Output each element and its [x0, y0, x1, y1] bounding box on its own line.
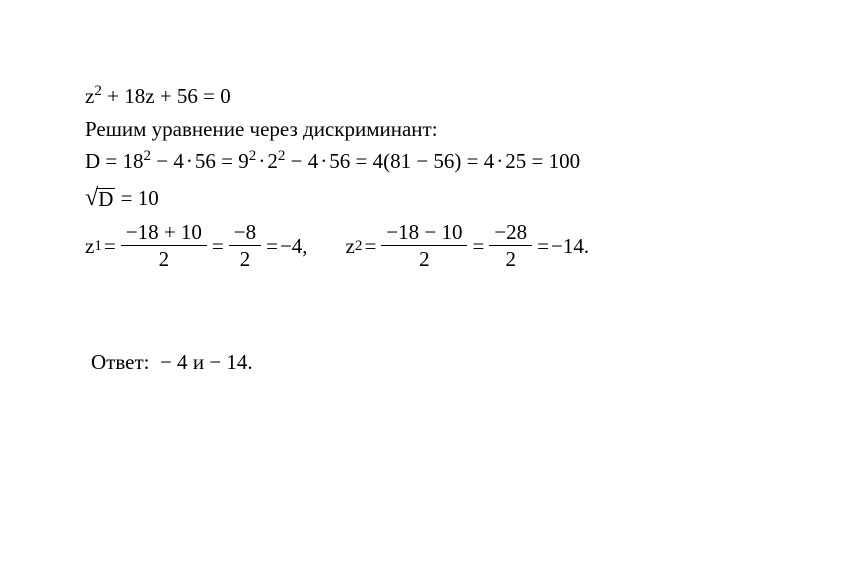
- period2: .: [247, 350, 252, 374]
- disc-four: 4: [173, 149, 184, 173]
- inner-sub: 81 − 56: [390, 149, 454, 173]
- op-eq: =: [221, 149, 233, 173]
- op-eq: =: [105, 149, 117, 173]
- z2-num1: −18 − 10: [381, 220, 467, 246]
- op-minus: −: [156, 149, 168, 173]
- coef-c: 56: [177, 84, 198, 108]
- op-dot: ·: [318, 149, 329, 173]
- z2-frac2: −28 2: [489, 220, 532, 271]
- roots-line: z1 = −18 + 10 2 = −8 2 = −4, z2 = −18 − …: [85, 220, 757, 271]
- sqrt-line: √ D = 10: [85, 182, 757, 215]
- z1-frac2: −8 2: [229, 220, 261, 271]
- z2-label: z: [346, 230, 355, 263]
- answer-val2: − 14: [209, 350, 247, 374]
- op-eq: =: [121, 186, 133, 210]
- z2-den2: 2: [489, 246, 532, 271]
- op-minus: −: [291, 149, 303, 173]
- op-eq: =: [362, 230, 378, 263]
- z1-val: −4: [280, 230, 302, 263]
- op-dot: ·: [184, 149, 195, 173]
- z2-frac1: −18 − 10 2: [381, 220, 467, 271]
- var-z: z: [85, 84, 94, 108]
- op-eq: =: [102, 230, 118, 263]
- coef-b: 18: [124, 84, 145, 108]
- sqrt-expr: √ D: [85, 186, 115, 210]
- op-plus2: +: [160, 84, 172, 108]
- z1-num1: −18 + 10: [121, 220, 207, 246]
- exp-2: 2: [94, 83, 102, 99]
- op-eq: =: [355, 149, 367, 173]
- z1-frac1: −18 + 10 2: [121, 220, 207, 271]
- answer-and: и: [193, 350, 204, 374]
- op-dot: ·: [494, 149, 505, 173]
- equation-line: z2 + 18z + 56 = 0: [85, 80, 757, 113]
- op-eq: =: [470, 230, 486, 263]
- z2-num2: −28: [489, 220, 532, 246]
- two: 2: [267, 149, 278, 173]
- four4: 4: [484, 149, 495, 173]
- answer-line: Ответ: − 4 и − 14.: [85, 346, 757, 379]
- op-eq: =: [532, 149, 544, 173]
- four3: 4: [373, 149, 384, 173]
- method-text: Решим уравнение через дискриминант:: [85, 113, 757, 146]
- sqrt-val: 10: [138, 186, 159, 210]
- z2-den1: 2: [381, 246, 467, 271]
- period: .: [584, 230, 589, 263]
- z2-val: −14: [551, 230, 584, 263]
- z1-label: z: [85, 230, 94, 263]
- z1-num2: −8: [229, 220, 261, 246]
- answer-label: Ответ:: [91, 350, 149, 374]
- rhs-zero: 0: [220, 84, 231, 108]
- sqrt-arg: D: [96, 188, 115, 210]
- answer-val1: − 4: [160, 350, 188, 374]
- op-eq: =: [264, 230, 280, 263]
- op-eq: =: [203, 84, 215, 108]
- op-eq: =: [467, 149, 479, 173]
- c2: 56: [329, 149, 350, 173]
- rparen: ): [454, 149, 461, 173]
- disc-b: 18: [123, 149, 144, 173]
- discriminant-line: D = 182 − 4·56 = 92·22 − 4·56 = 4(81 − 5…: [85, 145, 757, 178]
- four2: 4: [308, 149, 319, 173]
- op-plus: +: [107, 84, 119, 108]
- disc-c: 56: [195, 149, 216, 173]
- z1-den2: 2: [229, 246, 261, 271]
- twentyfive: 25: [505, 149, 526, 173]
- op-eq: =: [535, 230, 551, 263]
- disc-sym: D: [85, 149, 100, 173]
- var-z2: z: [145, 84, 154, 108]
- disc-b-exp: 2: [144, 148, 152, 164]
- op-dot: ·: [256, 149, 267, 173]
- two-exp: 2: [278, 148, 286, 164]
- disc-result: 100: [549, 149, 581, 173]
- z1-den1: 2: [121, 246, 207, 271]
- op-eq: =: [210, 230, 226, 263]
- nine: 9: [238, 149, 249, 173]
- comma: ,: [302, 230, 307, 263]
